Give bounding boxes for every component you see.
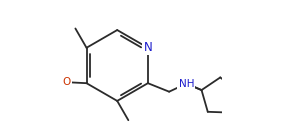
Text: NH: NH [179, 79, 194, 89]
Text: N: N [143, 41, 152, 54]
Text: O: O [62, 77, 70, 87]
